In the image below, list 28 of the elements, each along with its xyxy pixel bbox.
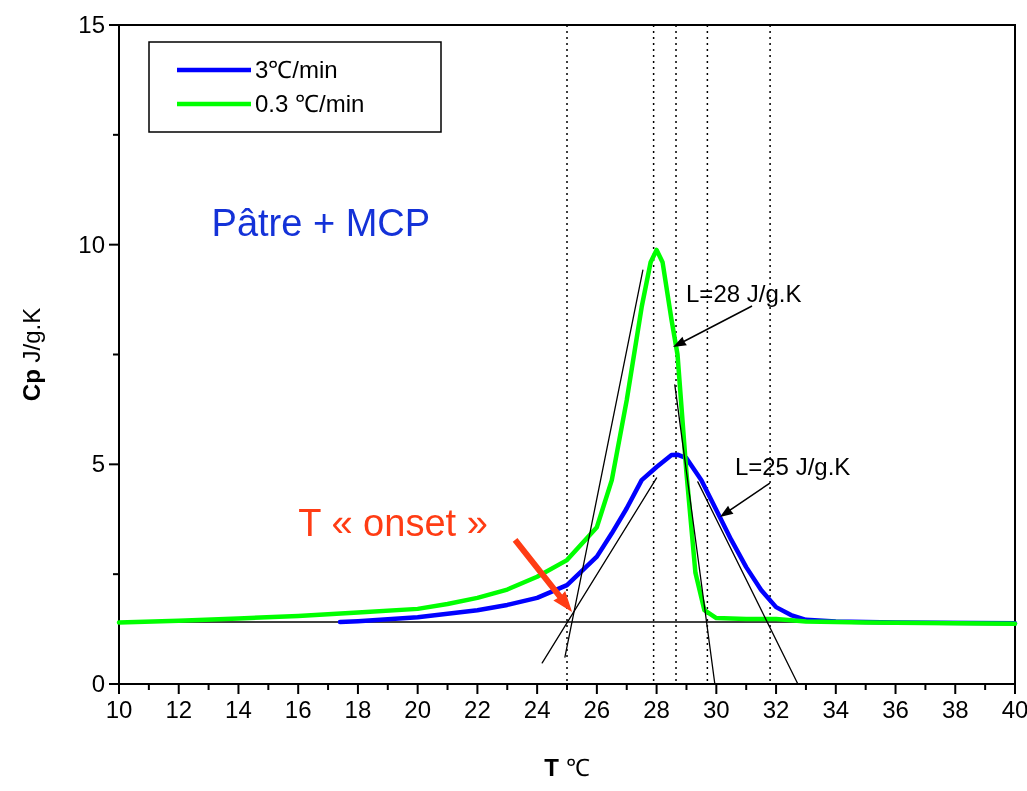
y-tick-label: 10 [78, 230, 105, 258]
x-tick-label: 22 [464, 696, 491, 723]
annotation: L=25 J/g.K [734, 453, 851, 481]
y-tick-label: 15 [78, 11, 105, 38]
annotation: T « onset » [298, 501, 488, 544]
line-series [116, 247, 1018, 627]
x-tick-label: 12 [165, 696, 193, 723]
x-tick-label: 36 [882, 696, 909, 723]
x-tick-label: 40 [1001, 696, 1027, 723]
y-tick-label: 0 [91, 670, 105, 697]
annotation: L=28 J/g.K [686, 280, 802, 308]
legend-label: 3℃/min [255, 56, 338, 83]
x-tick-label: 26 [583, 696, 611, 723]
x-tick-label: 34 [822, 696, 850, 723]
x-tick-label: 30 [702, 696, 730, 723]
x-tick-label: 32 [762, 696, 790, 723]
annotation: Pâtre + MCP [211, 201, 431, 244]
y-tick-label: 5 [91, 450, 105, 478]
legend-label: 0.3 ℃/min [255, 90, 365, 117]
x-axis-title: T ℃ [544, 754, 590, 781]
x-tick-label: 16 [284, 696, 312, 723]
x-tick-label: 38 [941, 696, 969, 723]
x-tick-label: 24 [523, 696, 551, 723]
x-tick-label: 20 [404, 696, 432, 723]
x-tick-label: 14 [225, 696, 252, 723]
x-tick-label: 28 [643, 696, 670, 723]
x-tick-label: 18 [344, 696, 372, 723]
y-axis-title: Cp J/g.K [18, 307, 45, 402]
